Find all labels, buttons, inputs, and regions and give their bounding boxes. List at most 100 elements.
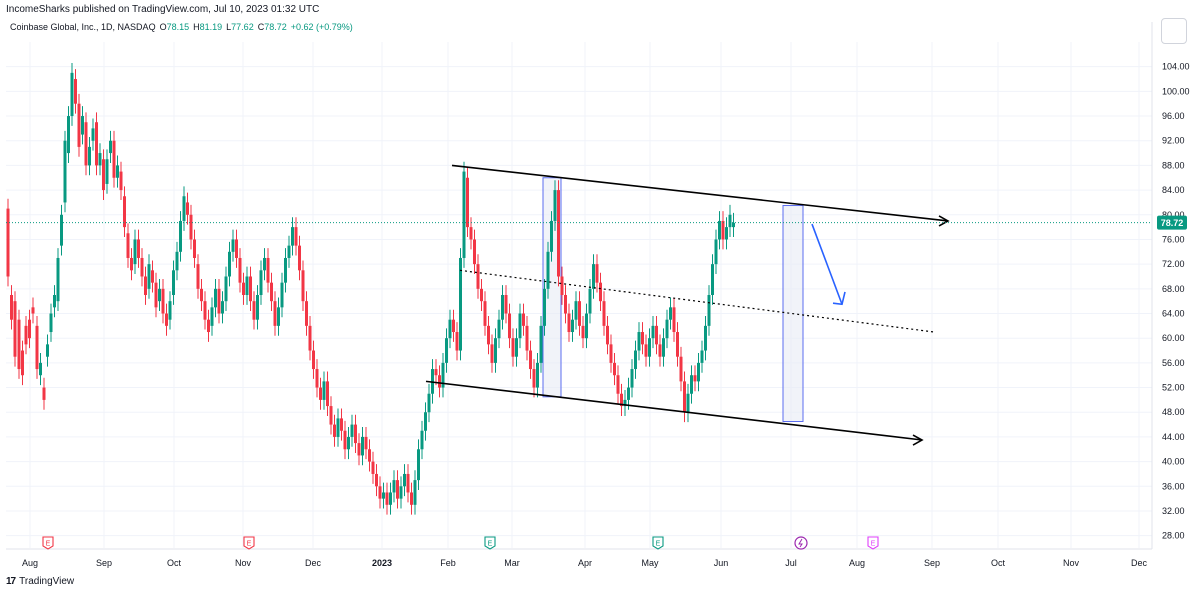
candle[interactable] (714, 229, 718, 275)
candle[interactable] (175, 241, 179, 281)
earnings-event-icon[interactable]: E (484, 536, 496, 550)
candle[interactable] (403, 464, 406, 497)
candle[interactable] (459, 248, 462, 361)
candle[interactable] (305, 291, 308, 336)
candle[interactable] (445, 328, 448, 373)
candle[interactable] (462, 161, 466, 268)
candle[interactable] (84, 112, 88, 176)
candle[interactable] (466, 167, 469, 237)
candle[interactable] (224, 266, 228, 312)
candle[interactable] (707, 285, 711, 336)
candle[interactable] (627, 377, 630, 410)
candle[interactable] (63, 130, 67, 213)
candle[interactable] (49, 303, 53, 342)
channel-trendline[interactable] (425, 380, 923, 441)
symbol-name[interactable]: Coinbase Global, Inc., 1D, NASDAQ (10, 22, 156, 32)
candle[interactable] (536, 353, 539, 398)
candle[interactable] (669, 297, 672, 330)
candle[interactable] (154, 272, 158, 318)
candle[interactable] (88, 137, 91, 176)
candle[interactable] (161, 278, 165, 324)
candle[interactable] (165, 303, 168, 336)
candle[interactable] (623, 390, 627, 416)
candle[interactable] (21, 340, 24, 386)
candle[interactable] (539, 315, 543, 373)
candle[interactable] (24, 315, 28, 355)
candle[interactable] (704, 315, 707, 361)
candle[interactable] (651, 315, 655, 349)
candle[interactable] (207, 309, 210, 342)
candle[interactable] (473, 229, 476, 275)
candle[interactable] (242, 272, 245, 305)
candle[interactable] (74, 69, 77, 114)
candle[interactable] (287, 235, 291, 268)
chart-settings-button[interactable] (1161, 18, 1187, 44)
candle[interactable] (91, 118, 95, 151)
candle[interactable] (361, 427, 364, 466)
candle[interactable] (546, 241, 550, 299)
candle[interactable] (571, 309, 574, 342)
candle[interactable] (112, 130, 116, 188)
candle[interactable] (256, 285, 259, 330)
candle[interactable] (315, 359, 319, 398)
candle[interactable] (196, 254, 200, 299)
candle[interactable] (172, 260, 175, 305)
candle[interactable] (137, 229, 140, 268)
candle[interactable] (179, 211, 182, 262)
dividend-event-icon[interactable] (794, 536, 808, 550)
candle[interactable] (389, 482, 392, 515)
candle[interactable] (343, 420, 347, 460)
candle[interactable] (683, 371, 686, 423)
candle[interactable] (56, 248, 60, 312)
candle[interactable] (102, 149, 105, 200)
candle[interactable] (574, 291, 578, 330)
candle[interactable] (700, 340, 704, 373)
candle[interactable] (291, 217, 294, 256)
candle[interactable] (721, 211, 725, 250)
candle[interactable] (280, 272, 284, 318)
candle[interactable] (543, 278, 546, 336)
candle[interactable] (340, 408, 343, 441)
candle[interactable] (434, 359, 438, 386)
candle[interactable] (168, 291, 172, 330)
candle[interactable] (476, 254, 480, 299)
candle[interactable] (319, 377, 322, 410)
candle[interactable] (31, 297, 35, 324)
candle[interactable] (392, 470, 396, 503)
candle[interactable] (718, 211, 721, 250)
candle[interactable] (424, 402, 427, 441)
candle[interactable] (284, 248, 287, 293)
candle[interactable] (616, 365, 620, 404)
candle[interactable] (273, 291, 277, 336)
candle[interactable] (347, 427, 350, 460)
candle[interactable] (333, 414, 336, 447)
candle[interactable] (98, 143, 102, 176)
candle[interactable] (354, 414, 357, 453)
candle[interactable] (634, 340, 637, 379)
candle[interactable] (238, 248, 242, 293)
candle[interactable] (95, 112, 98, 176)
candle[interactable] (189, 204, 193, 250)
candle[interactable] (609, 334, 613, 373)
candle[interactable] (336, 408, 340, 447)
candle[interactable] (441, 353, 445, 398)
candle[interactable] (368, 439, 371, 472)
candle[interactable] (658, 334, 662, 367)
candle[interactable] (133, 229, 137, 275)
candle[interactable] (518, 303, 522, 349)
candle[interactable] (46, 334, 49, 367)
candle[interactable] (231, 229, 235, 262)
candle[interactable] (504, 285, 508, 324)
candle[interactable] (613, 353, 616, 386)
candle[interactable] (690, 365, 693, 404)
candle[interactable] (693, 365, 697, 392)
candle[interactable] (214, 278, 217, 318)
candle[interactable] (77, 93, 81, 157)
candle[interactable] (60, 204, 63, 256)
candle[interactable] (630, 359, 634, 398)
candle[interactable] (648, 328, 651, 367)
candle[interactable] (144, 266, 147, 305)
candle[interactable] (81, 106, 84, 145)
candle[interactable] (67, 106, 70, 163)
candle[interactable] (322, 371, 326, 410)
